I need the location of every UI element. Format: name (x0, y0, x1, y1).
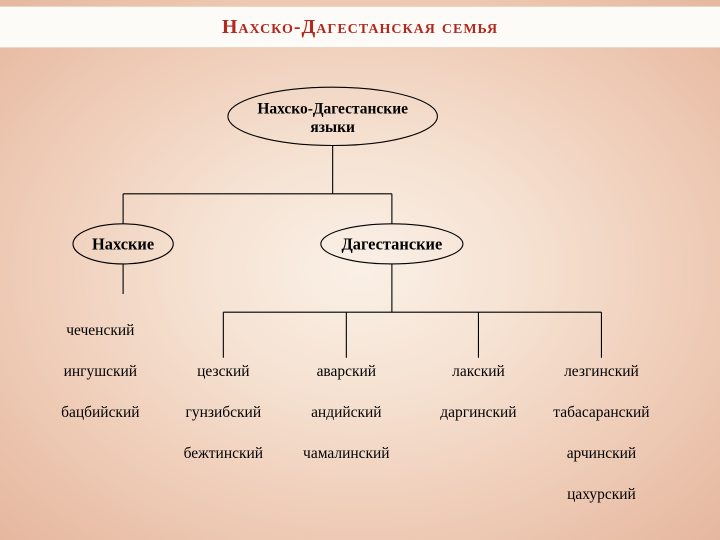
dag-lang-1-2: чамалинский (303, 445, 390, 462)
title-band: Нахско-Дагестанская семья (0, 6, 720, 48)
dag-lang-0-1: гунзибский (186, 404, 262, 421)
dag-lang-1-0: аварский (317, 363, 377, 380)
nakh-lang-2: бацбийский (61, 404, 139, 421)
dag-lang-1-1: андийский (311, 404, 382, 421)
nakh-label: Нахские (92, 234, 154, 253)
slide: Нахско-Дагестанская семья Нахско-Дагеста… (0, 0, 720, 540)
nakh-lang-1: ингушский (64, 363, 137, 380)
root-label-line2: языки (310, 119, 355, 136)
dag-lang-0-2: бежтинский (184, 445, 263, 462)
dag-lang-3-0: лезгинский (564, 363, 639, 380)
dag-lang-0-0: цезский (197, 363, 249, 380)
dag-lang-2-1: даргинский (440, 404, 516, 421)
root-label-line1: Нахско-Дагестанские (257, 101, 408, 118)
page-title: Нахско-Дагестанская семья (222, 16, 498, 39)
nakh-lang-0: чеченский (66, 322, 134, 339)
dag-lang-3-1: табасаранский (553, 404, 649, 421)
language-tree-diagram: Нахско-Дагестанскиеязыки Нахские Дагестанс… (0, 48, 720, 540)
dag-lang-3-3: цахурский (567, 486, 636, 503)
dag-lang-2-0: лакский (452, 363, 505, 380)
dagestan-label: Дагестанские (341, 234, 442, 253)
dag-lang-3-2: арчинский (567, 445, 637, 462)
